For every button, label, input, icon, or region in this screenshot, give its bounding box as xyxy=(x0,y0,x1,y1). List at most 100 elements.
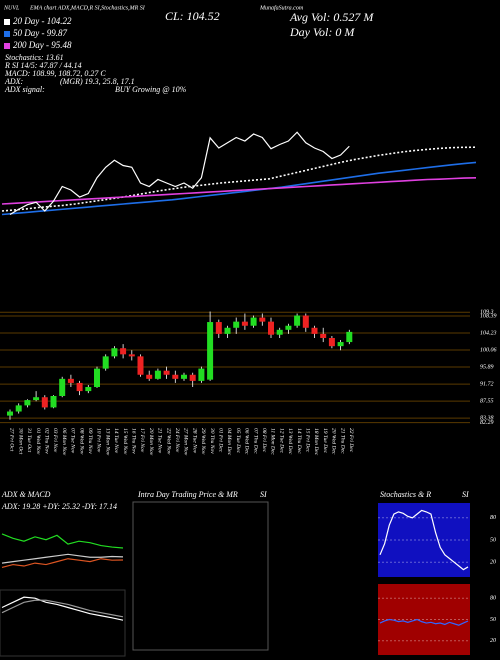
candle-body xyxy=(76,382,83,392)
x-tick-label: 21 Tue Nov xyxy=(157,428,163,454)
candle-body xyxy=(233,321,240,328)
adx-signal-label: ADX signal: xyxy=(4,85,45,94)
line-series xyxy=(1,596,124,621)
y-tick-label: 83.38 xyxy=(480,416,494,422)
x-tick-label: 06 Wed Dec xyxy=(244,428,250,455)
y-tick-label: 80 xyxy=(490,596,496,602)
line-series xyxy=(9,131,350,216)
line-series xyxy=(1,533,124,549)
panel-title: SI xyxy=(462,490,469,499)
site: MunafaSutra.com xyxy=(259,4,304,11)
x-tick-label: 16 Thu Nov xyxy=(131,428,137,454)
x-tick-label: 27 Mon Nov xyxy=(183,428,189,456)
y-tick-label: 50 xyxy=(490,617,496,623)
candle-body xyxy=(41,397,48,408)
candle-body xyxy=(111,348,118,357)
legend-label: 200 Day - 95.48 xyxy=(13,40,72,50)
y-tick-label: 100.06 xyxy=(480,347,497,353)
candle-body xyxy=(163,370,170,375)
line-series xyxy=(1,161,477,216)
candle-body xyxy=(120,348,127,355)
x-tick-label: 03 Fri Nov xyxy=(52,428,58,453)
x-tick-label: 07 Tue Nov xyxy=(70,428,76,454)
x-tick-label: 28 Tue Nov xyxy=(191,428,197,454)
candle-body xyxy=(15,405,22,412)
x-tick-label: 15 Wed Nov xyxy=(122,428,128,455)
x-tick-label: 21 Thu Dec xyxy=(339,428,345,454)
candle-body xyxy=(67,378,74,383)
y-tick-label: 20 xyxy=(490,560,496,566)
symbol: NUVL xyxy=(3,5,20,11)
close-price: CL: 104.52 xyxy=(165,9,220,23)
panel-title: SI xyxy=(260,490,267,499)
x-tick-label: 20 Mon Nov xyxy=(148,428,154,456)
x-tick-label: 10 Fri Nov xyxy=(96,428,102,453)
line-series xyxy=(1,558,124,569)
day-vol: Day Vol: 0 M xyxy=(289,25,355,39)
candle-body xyxy=(311,327,318,334)
x-tick-label: 01 Fri Dec xyxy=(218,428,224,453)
avg-vol: Avg Vol: 0.527 M xyxy=(289,10,374,24)
x-tick-label: 02 Thu Nov xyxy=(44,428,50,454)
macd: MACD: 108.99, 108.72, 0.27 C xyxy=(4,69,106,78)
candle-body xyxy=(137,356,144,375)
x-tick-label: 08 Fri Dec xyxy=(261,428,267,453)
line-series xyxy=(379,618,469,626)
x-tick-label: 20 Wed Dec xyxy=(331,428,337,455)
candle-body xyxy=(268,321,274,335)
x-tick-label: 01 Wed Nov xyxy=(35,428,41,455)
candle-body xyxy=(146,374,153,379)
macd-frame xyxy=(0,589,126,657)
y-tick-label: 109.3 xyxy=(480,310,494,316)
candle-body xyxy=(33,397,40,401)
line-series xyxy=(1,177,477,205)
candle-body xyxy=(346,331,353,343)
candle-body xyxy=(7,411,13,416)
candle-body xyxy=(259,317,266,322)
x-tick-label: 29 Wed Nov xyxy=(200,428,206,455)
y-tick-label: 50 xyxy=(490,537,496,543)
x-tick-label: 13 Wed Dec xyxy=(287,428,293,455)
panel-bg xyxy=(378,584,470,655)
x-tick-label: 30 Thu Nov xyxy=(209,427,215,454)
chart-kind: EMA chart ADX,MACD,R SI,Stochastics,MR S… xyxy=(29,5,146,11)
candle-body xyxy=(302,315,309,328)
candle-body xyxy=(154,370,161,379)
candle-body xyxy=(24,400,31,406)
y-tick-label: 87.55 xyxy=(480,398,494,404)
x-tick-label: 19 Tue Dec xyxy=(322,428,328,454)
x-tick-label: 17 Fri Nov xyxy=(139,428,145,453)
adx: ADX: xyxy=(4,77,24,86)
candle-body xyxy=(285,325,292,330)
legend-swatch xyxy=(4,31,10,37)
x-tick-label: 13 Mon Nov xyxy=(104,428,110,456)
legend-swatch xyxy=(4,43,10,49)
candle-body xyxy=(85,387,92,392)
adx-signal: BUY Growing @ 10% xyxy=(115,85,187,94)
x-tick-label: 30 Mon Oct xyxy=(17,427,23,455)
x-tick-label: 24 Fri Nov xyxy=(174,428,181,453)
y-tick-label: 82.29 xyxy=(480,420,494,426)
candle-body xyxy=(189,374,196,381)
x-tick-label: 08 Wed Nov xyxy=(78,428,84,455)
line-series xyxy=(1,599,124,618)
candle-body xyxy=(250,317,257,326)
adx-values: (MGR) 19.3, 25.8, 17.1 xyxy=(60,77,135,86)
candle-body xyxy=(181,374,187,379)
y-tick-label: 80 xyxy=(490,515,496,521)
candle-body xyxy=(276,329,283,335)
candle-body xyxy=(172,374,179,379)
x-tick-label: 31 Tue Oct xyxy=(26,427,32,453)
candle-body xyxy=(328,337,335,347)
candle-body xyxy=(94,368,100,388)
line-series xyxy=(379,509,469,571)
candle-body xyxy=(59,378,66,396)
x-tick-label: 14 Tue Nov xyxy=(113,428,120,454)
x-tick-label: 06 Mon Nov xyxy=(61,428,67,456)
y-tick-label: 95.89 xyxy=(480,364,494,370)
x-tick-label: 11 Mon Dec xyxy=(270,428,276,455)
x-tick-label: 04 Mon Dec xyxy=(226,428,233,456)
candle-body xyxy=(320,333,327,338)
candle-body xyxy=(337,342,344,347)
